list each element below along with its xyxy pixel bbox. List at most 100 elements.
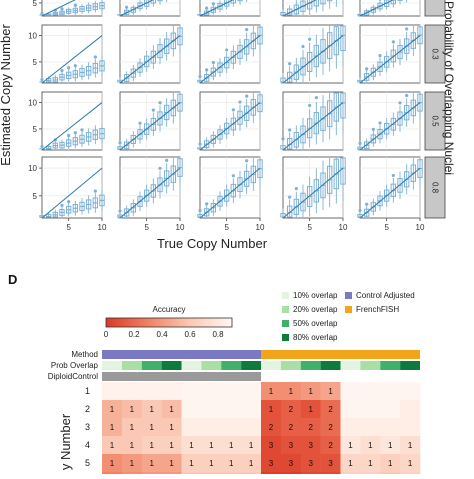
outlier-point	[245, 159, 248, 162]
colorbar-segment	[219, 318, 223, 327]
cell-value: 3	[289, 441, 294, 450]
colorbar-segment	[201, 318, 205, 327]
outlier-point	[232, 174, 235, 177]
cell-value: 1	[269, 387, 274, 396]
cell-value: 1	[110, 423, 115, 432]
outlier-point	[212, 61, 215, 64]
cell-value: 1	[388, 459, 393, 468]
x-tick-label: 10	[416, 223, 425, 232]
outlier-point	[205, 7, 208, 10]
legend-item: 80% overlap	[282, 333, 338, 342]
x-tick-label: 10	[256, 223, 265, 232]
legend-swatch	[282, 292, 289, 299]
cell-value: 3	[328, 459, 333, 468]
legend-swatch	[282, 306, 289, 313]
prob-overlap-cell	[261, 361, 281, 370]
heatmap-cell	[241, 418, 261, 436]
row-strip: 0.8	[425, 157, 445, 218]
facet-panel: 510	[28, 0, 104, 16]
outlier-point	[288, 128, 291, 131]
heatmap-cell	[182, 400, 202, 418]
prob-overlap-cell	[341, 361, 361, 370]
cell-value: 1	[130, 459, 135, 468]
colorbar-segment	[169, 318, 173, 327]
colorbar-segment	[210, 318, 214, 327]
x-tick-label: 5	[144, 223, 149, 232]
colorbar-segment	[128, 318, 132, 327]
colorbar-segment	[223, 318, 227, 327]
facet-panel	[198, 92, 262, 150]
cell-value: 1	[169, 459, 174, 468]
cell-value: 1	[408, 459, 413, 468]
y-tick-label: 5	[33, 192, 38, 201]
facet-panel	[281, 25, 345, 83]
row-label: 5	[85, 458, 90, 468]
outlier-point	[198, 142, 201, 145]
outlier-point	[94, 55, 97, 58]
outlier-point	[205, 68, 208, 71]
diploid-control-cell	[102, 372, 261, 381]
colorbar-segment	[122, 318, 126, 327]
colorbar-segment	[185, 318, 189, 327]
x-tick-label: 5	[66, 223, 71, 232]
panel-frame	[42, 25, 102, 83]
facet-label: Probability of Overlapping Nuclei	[442, 1, 456, 175]
cell-value: 2	[308, 423, 313, 432]
heatmap-cell	[380, 382, 400, 400]
facet-panel: 5 10	[118, 157, 185, 232]
facet-panel: 510	[28, 92, 104, 150]
outlier-point	[378, 54, 381, 57]
x-tick-label: 5	[307, 223, 312, 232]
outlier-point	[405, 94, 408, 97]
colorbar-segment	[125, 318, 129, 327]
cell-value: 2	[328, 423, 333, 432]
annotation-row-label: Prob Overlap	[51, 361, 99, 370]
heatmap-cell	[380, 418, 400, 436]
outlier-point	[288, 62, 291, 65]
legend-label: 10% overlap	[293, 291, 338, 300]
cell-value: 1	[169, 423, 174, 432]
facet-panel	[198, 0, 262, 16]
facet-panel	[281, 92, 345, 150]
cell-value: 1	[249, 459, 254, 468]
outlier-point	[372, 128, 375, 131]
facet-panel	[118, 25, 182, 83]
cell-value: 1	[110, 441, 115, 450]
colorbar-title: Accuracy	[153, 305, 186, 314]
x-axis-label: True Copy Number	[157, 236, 268, 251]
cell-value: 1	[169, 405, 174, 414]
outlier-point	[67, 66, 70, 69]
legend-swatch	[345, 292, 352, 299]
outlier-point	[40, 145, 43, 148]
heatmap-cell	[400, 418, 420, 436]
cell-value: 3	[289, 459, 294, 468]
prob-overlap-cell	[221, 361, 241, 370]
legend-swatch	[345, 306, 352, 313]
heatmap-cell	[341, 400, 361, 418]
cell-value: 2	[289, 405, 294, 414]
outlier-point	[158, 101, 161, 104]
colorbar-segment	[182, 318, 186, 327]
colorbar-segment	[106, 318, 110, 327]
colorbar-segment	[204, 318, 208, 327]
cell-value: 1	[368, 459, 373, 468]
legend-label: 80% overlap	[293, 333, 338, 342]
x-tick-label: 10	[176, 223, 185, 232]
colorbar-segment	[197, 318, 201, 327]
colorbar-segment	[134, 318, 138, 327]
colorbar-segment	[131, 318, 135, 327]
colorbar-segment	[144, 318, 148, 327]
heatmap-cell	[360, 418, 380, 436]
heatmap-cell	[201, 418, 221, 436]
outlier-point	[378, 121, 381, 124]
colorbar-segment	[160, 318, 164, 327]
colorbar-segment	[141, 318, 145, 327]
cell-value: 1	[169, 441, 174, 450]
diploid-control-cell	[261, 372, 420, 381]
outlier-point	[118, 141, 121, 144]
row-label: 4	[85, 440, 90, 450]
